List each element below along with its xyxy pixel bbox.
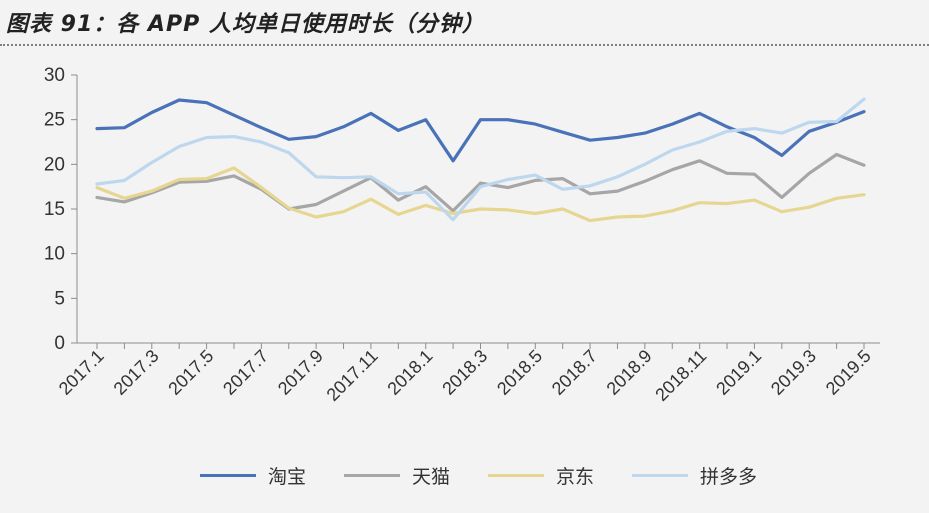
x-tick-label: 2018.7 [548,346,601,399]
y-tick-label: 0 [54,333,65,354]
series-lines [95,97,866,223]
chart-title: 图表 91：各 APP 人均单日使用时长（分钟） [6,12,485,37]
x-tick-label: 2017.9 [274,346,327,399]
legend-swatch [632,474,689,477]
legend-swatch [344,474,401,477]
y-tick-label: 15 [44,199,65,220]
legend-label: 天猫 [412,466,451,488]
y-tick-label: 10 [44,244,65,265]
legend-item: 拼多多 [632,462,757,489]
x-tick-label: 2019.5 [822,346,875,399]
legend-label: 京东 [556,466,595,488]
x-tick-label: 2019.3 [767,346,820,399]
legend-swatch [488,474,545,477]
legend-label: 拼多多 [700,466,758,488]
legend-swatch [200,474,256,477]
series-line-4 [95,97,866,222]
x-tick-label: 2017.11 [323,346,382,405]
x-tick-label: 2017.7 [219,346,272,399]
x-tick-label: 2018.11 [651,346,710,405]
legend-item: 淘宝 [200,462,306,489]
y-tick-label: 20 [44,154,65,175]
legend-item: 天猫 [344,462,450,489]
title-divider [0,44,929,46]
y-tick-label: 30 [44,65,65,86]
x-tick-label: 2018.5 [493,346,546,399]
legend-item: 京东 [488,462,594,489]
legend: 淘宝 天猫 京东 拼多多 [200,462,757,489]
x-tick-label: 2017.5 [164,346,217,399]
legend-label: 淘宝 [268,466,307,488]
x-tick-label: 2018.1 [383,346,436,399]
series-line-3 [95,166,866,223]
y-tick-label: 5 [54,288,65,309]
y-tick-label: 25 [44,110,65,131]
x-tick-label: 2018.9 [603,346,656,399]
x-tick-label: 2017.3 [110,346,163,399]
x-tick-label: 2018.3 [438,346,491,399]
series-line-2 [95,152,866,213]
x-tick-label: 2019.1 [712,346,765,399]
